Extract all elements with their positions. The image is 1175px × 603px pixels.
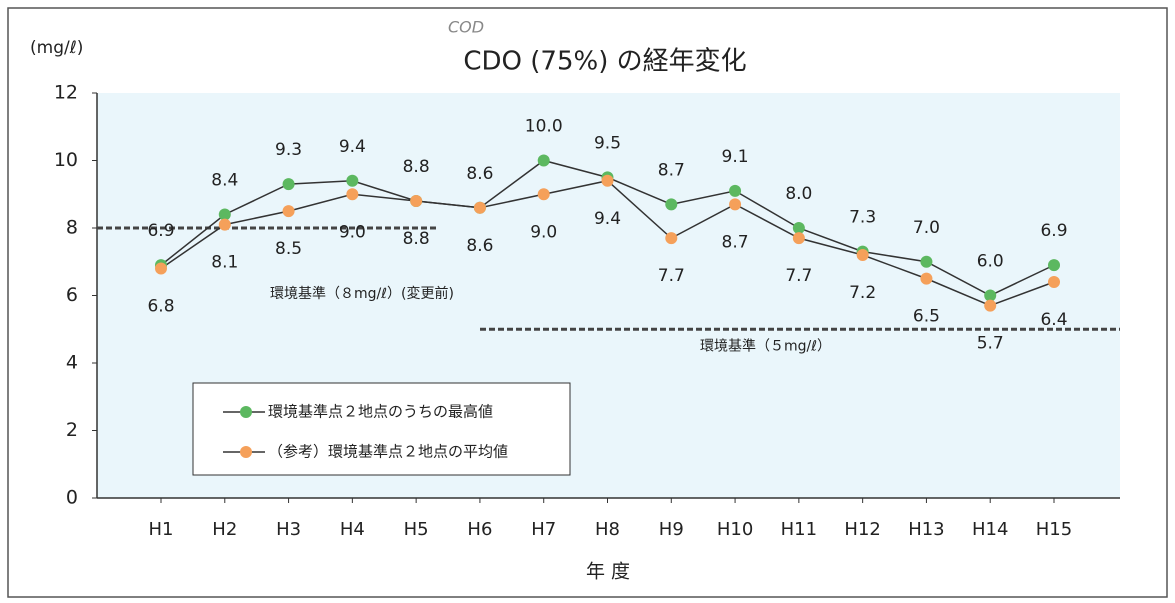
x-tick-label: H2 <box>212 519 237 540</box>
data-point <box>792 222 805 234</box>
x-tick-label: H8 <box>595 519 620 540</box>
data-label: 9.1 <box>722 147 749 167</box>
data-point <box>218 218 231 231</box>
y-tick-label: 8 <box>66 217 78 239</box>
x-tick-label: H4 <box>340 519 365 540</box>
legend-marker <box>240 446 252 458</box>
data-label: 8.0 <box>785 184 812 204</box>
data-label: 9.4 <box>594 209 621 229</box>
y-tick-label: 2 <box>66 419 78 441</box>
data-point <box>218 208 231 221</box>
x-tick-label: H15 <box>1036 519 1072 540</box>
data-point <box>155 262 167 275</box>
reference-label: 環境基準（８mg/ℓ）(変更前) <box>270 285 454 302</box>
legend-label: （参考）環境基準点２地点の平均値 <box>268 443 508 461</box>
data-point <box>665 198 678 211</box>
legend-marker <box>240 406 252 418</box>
x-tick-label: H6 <box>467 519 492 540</box>
data-label: 6.4 <box>1040 310 1067 330</box>
chart-title: CDO (75%) の経年変化 <box>463 47 746 77</box>
y-tick-label: 0 <box>66 487 78 509</box>
data-point <box>282 205 295 218</box>
legend-label: 環境基準点２地点のうちの最高値 <box>268 403 493 421</box>
data-point <box>601 174 614 187</box>
data-label: 6.5 <box>913 307 940 327</box>
x-axis-title: 年 度 <box>586 561 630 583</box>
data-point <box>665 232 678 245</box>
data-point <box>856 249 869 261</box>
data-label: 9.0 <box>339 222 366 242</box>
data-label: 6.8 <box>147 297 174 317</box>
x-tick-label: H13 <box>908 519 944 540</box>
legend <box>192 382 571 476</box>
data-point <box>984 289 997 302</box>
data-label: 6.9 <box>147 221 174 241</box>
data-label: 9.4 <box>339 137 366 157</box>
data-label: 7.2 <box>849 283 876 303</box>
data-point <box>1048 276 1060 288</box>
data-label: 8.6 <box>466 236 493 256</box>
data-label: 6.0 <box>977 252 1004 272</box>
annotation: COD <box>448 18 484 37</box>
y-tick-label: 10 <box>54 149 78 171</box>
data-label: 7.3 <box>849 208 876 228</box>
x-tick-label: H7 <box>531 519 556 540</box>
data-point <box>346 174 359 187</box>
data-label: 10.0 <box>525 117 563 137</box>
data-label: 7.7 <box>658 266 685 286</box>
y-axis-title: (mg/ℓ) <box>30 38 83 58</box>
data-label: 6.9 <box>1040 221 1067 241</box>
data-point <box>729 198 742 211</box>
data-label: 5.7 <box>977 334 1004 354</box>
data-label: 8.6 <box>466 164 493 184</box>
data-label: 8.1 <box>211 253 238 273</box>
data-point <box>282 178 295 191</box>
data-point <box>984 299 997 312</box>
data-label: 8.5 <box>275 239 302 259</box>
reference-label: 環境基準（５mg/ℓ） <box>700 337 831 354</box>
data-point <box>410 195 423 207</box>
x-tick-label: H1 <box>149 519 174 540</box>
data-point <box>920 272 933 285</box>
y-tick-label: 4 <box>66 352 78 374</box>
data-point <box>920 255 933 268</box>
x-tick-label: H9 <box>659 519 684 540</box>
x-tick-label: H3 <box>276 519 301 540</box>
data-point <box>537 154 550 167</box>
data-point <box>792 232 805 245</box>
data-label: 8.8 <box>403 157 430 177</box>
x-tick-label: H5 <box>404 519 429 540</box>
data-label: 9.3 <box>275 140 302 160</box>
data-point <box>729 184 742 197</box>
data-point <box>537 188 550 201</box>
y-tick-label: 6 <box>66 284 78 306</box>
data-label: 7.0 <box>913 218 940 238</box>
x-tick-label: H14 <box>972 519 1008 540</box>
x-tick-label: H11 <box>781 519 817 540</box>
data-label: 9.0 <box>530 222 557 242</box>
x-tick-label: H10 <box>717 519 753 540</box>
data-point <box>473 201 486 214</box>
data-label: 7.7 <box>785 266 812 286</box>
data-point <box>346 188 359 201</box>
data-label: 8.7 <box>658 160 685 180</box>
y-tick-label: 12 <box>54 82 78 104</box>
data-label: 8.8 <box>403 229 430 249</box>
data-point <box>1048 259 1060 272</box>
data-label: 8.7 <box>722 232 749 252</box>
x-tick-label: H12 <box>844 519 880 540</box>
data-label: 8.4 <box>211 171 238 191</box>
data-label: 9.5 <box>594 133 621 153</box>
